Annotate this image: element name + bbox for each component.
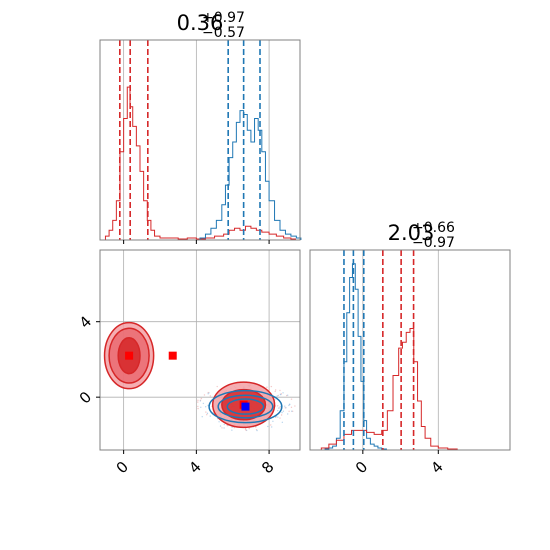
contour-sample-point [226,424,229,427]
contour-sample-point [248,427,250,430]
contour-sample-point [231,429,233,431]
hist-y-xtick-label: 4 [427,458,446,477]
contour-sample-point [197,401,199,403]
contour-sample-point [266,386,268,388]
histogram-y-title-lower: −0.97 [412,235,455,251]
histogram-x-title: 0.36 [177,11,224,35]
contour-sample-point [285,407,287,409]
contour-sample-point [276,405,279,407]
contour-sample-point [270,424,272,426]
contour-sample-point [206,414,208,416]
contour-sample-point [209,395,212,397]
hist-y-xtick-label: 0 [352,458,371,477]
contour-sample-point [256,429,258,432]
contour-sample-point [290,398,293,400]
contour-sample-point [279,407,281,409]
contour-sample-point [286,394,289,396]
red-marker [125,351,134,360]
contour-sample-point [274,389,277,391]
hist-y-histogram-blue [324,263,387,450]
contour-sample-point [233,426,235,429]
contour-sample-point [289,403,291,406]
contour-sample-point [270,385,273,388]
contour-sample-point [207,393,209,395]
contour-sample-point [223,427,225,429]
contour-xtick-label: 8 [258,458,277,477]
red-marker [168,351,177,360]
contour-sample-point [276,409,279,412]
histogram-panel-x: 0.36 +0.97 −0.57 [99,10,302,244]
histogram-x-title-upper: +0.97 [202,10,245,26]
contour-sample-point [216,385,218,388]
contour-sample-point [267,425,269,428]
contour-sample-point [268,388,270,391]
blue-contour [226,398,265,415]
blue-marker [241,402,250,411]
blue-contour [217,394,274,419]
contour-sample-point [205,411,207,413]
hist-x-histogram-red [100,86,296,241]
contour-sample-point [272,420,274,423]
contour-sample-point [245,429,247,431]
contour-sample-point [219,425,222,427]
contour-sample-point [274,390,276,393]
contour-sample-point [202,402,205,405]
contour-sample-point [200,397,203,400]
contour-sample-point [290,406,293,409]
contour-xtick-label: 0 [113,458,132,477]
contour-sample-point [218,421,220,423]
contour-sample-point [231,426,233,428]
contour-sample-point [279,417,281,419]
contour-sample-point [277,416,279,418]
contour-sample-point [206,412,209,415]
contour-sample-point [199,400,202,402]
contour-sample-point [277,394,280,397]
contour-sample-point [201,415,203,418]
histogram-y-title-upper: +0.66 [412,220,455,236]
contour-sample-point [200,406,202,409]
contour-sample-point [276,395,278,397]
contour-sample-point [294,405,296,407]
contour-sample-point [280,393,283,395]
contour-sample-point [277,407,280,409]
contour-sample-point [209,415,211,417]
contour-sample-point [275,416,277,419]
contour-sample-point [204,406,207,408]
blue-contour [208,389,283,424]
contour-panel: 0 4 8 0 4 [76,249,301,477]
contour-sample-point [291,410,293,412]
contour-sample-point [197,399,199,402]
contour-sample-point [197,405,199,408]
contour-sample-point [197,407,199,410]
contour-sample-point [221,427,223,429]
contour-sample-point [282,392,284,394]
contour-sample-point [281,411,283,414]
contour-xtick-label: 4 [185,458,204,477]
histogram-y-title: 2.03 [388,221,435,245]
contour-sample-point [203,394,206,396]
contour-sample-point [282,410,285,412]
contour-ytick-label: 4 [76,313,95,332]
hist-y-histogram-red [315,327,462,451]
contour-ytick-label: 0 [76,388,95,407]
contour-sample-point [288,410,290,412]
contour-sample-point [286,413,289,415]
histogram-panel-y: 0 4 2.03 +0.66 −0.97 [309,220,511,477]
contour-sample-point [288,404,290,407]
contour-sample-point [284,405,286,407]
contour-sample-point [280,414,283,416]
contour-sample-point [279,405,282,408]
contour-sample-point [281,421,284,424]
contour-sample-point [271,426,273,428]
histogram-x-title-lower: −0.57 [202,25,245,41]
contour-sample-point [223,423,225,426]
contour-sample-point [279,389,281,392]
contour-sample-point [207,391,209,394]
hist-x-histogram-blue [199,110,302,240]
